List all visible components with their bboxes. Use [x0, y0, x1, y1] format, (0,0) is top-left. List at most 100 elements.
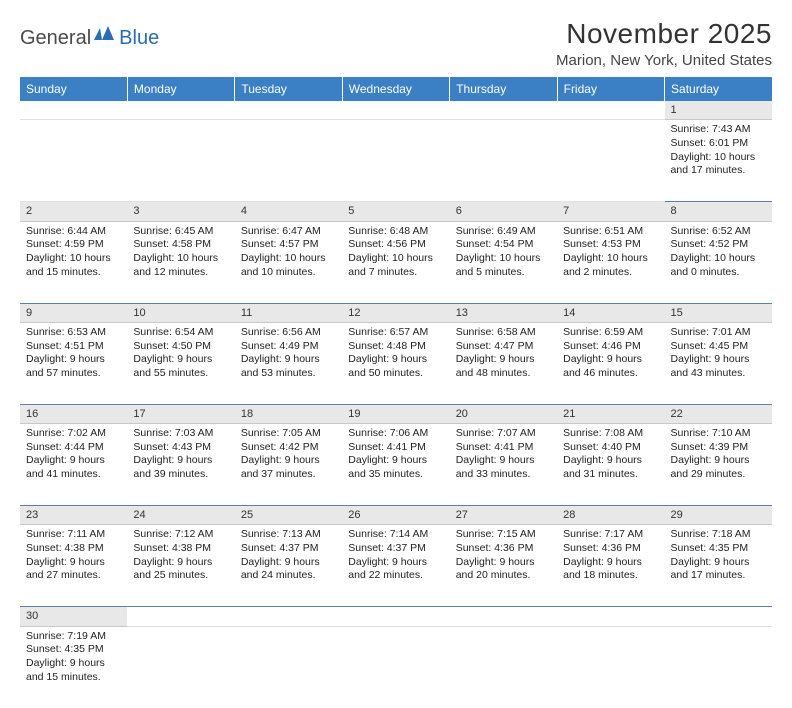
day-content-cell: Sunrise: 6:57 AMSunset: 4:48 PMDaylight:… — [342, 322, 449, 404]
day-content-cell: Sunrise: 6:58 AMSunset: 4:47 PMDaylight:… — [450, 322, 557, 404]
sunset-text: Sunset: 4:56 PM — [348, 238, 443, 252]
day-number-cell: 20 — [450, 404, 557, 423]
sunset-text: Sunset: 4:42 PM — [241, 441, 336, 455]
day-number-row: 1 — [20, 101, 772, 120]
day-number-cell: 18 — [235, 404, 342, 423]
day-content-cell: Sunrise: 7:15 AMSunset: 4:36 PMDaylight:… — [450, 525, 557, 607]
day-number-cell — [557, 607, 664, 626]
sunset-text: Sunset: 4:51 PM — [26, 340, 121, 354]
sunset-text: Sunset: 4:41 PM — [348, 441, 443, 455]
day-header: Friday — [557, 77, 664, 101]
title-block: November 2025 Marion, New York, United S… — [556, 18, 772, 69]
day-content-cell: Sunrise: 6:49 AMSunset: 4:54 PMDaylight:… — [450, 221, 557, 303]
day-number-cell — [450, 101, 557, 120]
sunset-text: Sunset: 4:52 PM — [671, 238, 766, 252]
day-content-cell: Sunrise: 7:10 AMSunset: 4:39 PMDaylight:… — [665, 424, 772, 506]
sunset-text: Sunset: 4:39 PM — [671, 441, 766, 455]
sunrise-text: Sunrise: 7:05 AM — [241, 427, 336, 441]
day-number-cell — [342, 607, 449, 626]
day-number-cell: 30 — [20, 607, 127, 626]
sunrise-text: Sunrise: 6:45 AM — [133, 225, 228, 239]
day-content-cell: Sunrise: 6:59 AMSunset: 4:46 PMDaylight:… — [557, 322, 664, 404]
day-content-cell — [450, 626, 557, 708]
daylight-text-2: and 22 minutes. — [348, 569, 443, 583]
sunset-text: Sunset: 6:01 PM — [671, 137, 766, 151]
day-content-cell: Sunrise: 6:52 AMSunset: 4:52 PMDaylight:… — [665, 221, 772, 303]
sunset-text: Sunset: 4:43 PM — [133, 441, 228, 455]
day-number-cell: 6 — [450, 202, 557, 221]
sunrise-text: Sunrise: 6:48 AM — [348, 225, 443, 239]
day-number-cell: 2 — [20, 202, 127, 221]
day-header-row: SundayMondayTuesdayWednesdayThursdayFrid… — [20, 77, 772, 101]
day-number-cell: 1 — [665, 101, 772, 120]
daylight-text-1: Daylight: 9 hours — [671, 353, 766, 367]
sunset-text: Sunset: 4:58 PM — [133, 238, 228, 252]
day-content-cell: Sunrise: 7:07 AMSunset: 4:41 PMDaylight:… — [450, 424, 557, 506]
daylight-text-1: Daylight: 9 hours — [26, 454, 121, 468]
sunrise-text: Sunrise: 6:49 AM — [456, 225, 551, 239]
day-content-cell: Sunrise: 7:02 AMSunset: 4:44 PMDaylight:… — [20, 424, 127, 506]
day-content-cell: Sunrise: 7:14 AMSunset: 4:37 PMDaylight:… — [342, 525, 449, 607]
sunrise-text: Sunrise: 6:54 AM — [133, 326, 228, 340]
day-number-cell: 25 — [235, 506, 342, 525]
sunrise-text: Sunrise: 7:14 AM — [348, 528, 443, 542]
day-number-cell: 29 — [665, 506, 772, 525]
day-header: Wednesday — [342, 77, 449, 101]
daylight-text-1: Daylight: 10 hours — [456, 252, 551, 266]
calendar-table: SundayMondayTuesdayWednesdayThursdayFrid… — [20, 77, 772, 708]
day-number-cell — [665, 607, 772, 626]
day-number-cell: 12 — [342, 303, 449, 322]
sunset-text: Sunset: 4:59 PM — [26, 238, 121, 252]
sunrise-text: Sunrise: 7:07 AM — [456, 427, 551, 441]
daylight-text-2: and 27 minutes. — [26, 569, 121, 583]
day-content-cell — [450, 120, 557, 202]
day-content-cell: Sunrise: 6:44 AMSunset: 4:59 PMDaylight:… — [20, 221, 127, 303]
daylight-text-2: and 50 minutes. — [348, 367, 443, 381]
daylight-text-1: Daylight: 9 hours — [671, 454, 766, 468]
daylight-text-2: and 5 minutes. — [456, 266, 551, 280]
day-content-cell: Sunrise: 7:03 AMSunset: 4:43 PMDaylight:… — [127, 424, 234, 506]
daylight-text-1: Daylight: 10 hours — [348, 252, 443, 266]
daylight-text-1: Daylight: 9 hours — [26, 556, 121, 570]
day-content-cell: Sunrise: 6:56 AMSunset: 4:49 PMDaylight:… — [235, 322, 342, 404]
day-number-cell: 17 — [127, 404, 234, 423]
day-number-row: 30 — [20, 607, 772, 626]
sunrise-text: Sunrise: 7:11 AM — [26, 528, 121, 542]
sunrise-text: Sunrise: 7:10 AM — [671, 427, 766, 441]
daylight-text-1: Daylight: 9 hours — [241, 353, 336, 367]
day-number-cell: 28 — [557, 506, 664, 525]
day-content-cell: Sunrise: 7:13 AMSunset: 4:37 PMDaylight:… — [235, 525, 342, 607]
day-content-cell: Sunrise: 7:18 AMSunset: 4:35 PMDaylight:… — [665, 525, 772, 607]
day-content-cell — [342, 626, 449, 708]
sunrise-text: Sunrise: 7:13 AM — [241, 528, 336, 542]
day-number-cell — [235, 101, 342, 120]
daylight-text-2: and 15 minutes. — [26, 671, 121, 685]
sunset-text: Sunset: 4:40 PM — [563, 441, 658, 455]
daylight-text-2: and 43 minutes. — [671, 367, 766, 381]
day-number-cell: 15 — [665, 303, 772, 322]
day-content-cell: Sunrise: 6:47 AMSunset: 4:57 PMDaylight:… — [235, 221, 342, 303]
daylight-text-2: and 2 minutes. — [563, 266, 658, 280]
day-number-row: 9101112131415 — [20, 303, 772, 322]
day-header: Sunday — [20, 77, 127, 101]
daylight-text-2: and 7 minutes. — [348, 266, 443, 280]
sunrise-text: Sunrise: 7:19 AM — [26, 630, 121, 644]
sunset-text: Sunset: 4:46 PM — [563, 340, 658, 354]
daylight-text-1: Daylight: 9 hours — [348, 454, 443, 468]
sunset-text: Sunset: 4:38 PM — [133, 542, 228, 556]
daylight-text-1: Daylight: 9 hours — [348, 353, 443, 367]
daylight-text-1: Daylight: 10 hours — [241, 252, 336, 266]
day-content-cell: Sunrise: 7:06 AMSunset: 4:41 PMDaylight:… — [342, 424, 449, 506]
sunset-text: Sunset: 4:50 PM — [133, 340, 228, 354]
day-content-cell: Sunrise: 7:11 AMSunset: 4:38 PMDaylight:… — [20, 525, 127, 607]
sunrise-text: Sunrise: 6:51 AM — [563, 225, 658, 239]
day-content-cell: Sunrise: 7:43 AMSunset: 6:01 PMDaylight:… — [665, 120, 772, 202]
day-content-cell — [235, 120, 342, 202]
day-number-cell: 13 — [450, 303, 557, 322]
day-content-row: Sunrise: 7:02 AMSunset: 4:44 PMDaylight:… — [20, 424, 772, 506]
day-content-cell — [557, 626, 664, 708]
flag-icon — [94, 26, 116, 47]
sunrise-text: Sunrise: 7:08 AM — [563, 427, 658, 441]
daylight-text-2: and 20 minutes. — [456, 569, 551, 583]
logo: General Blue — [20, 26, 159, 51]
